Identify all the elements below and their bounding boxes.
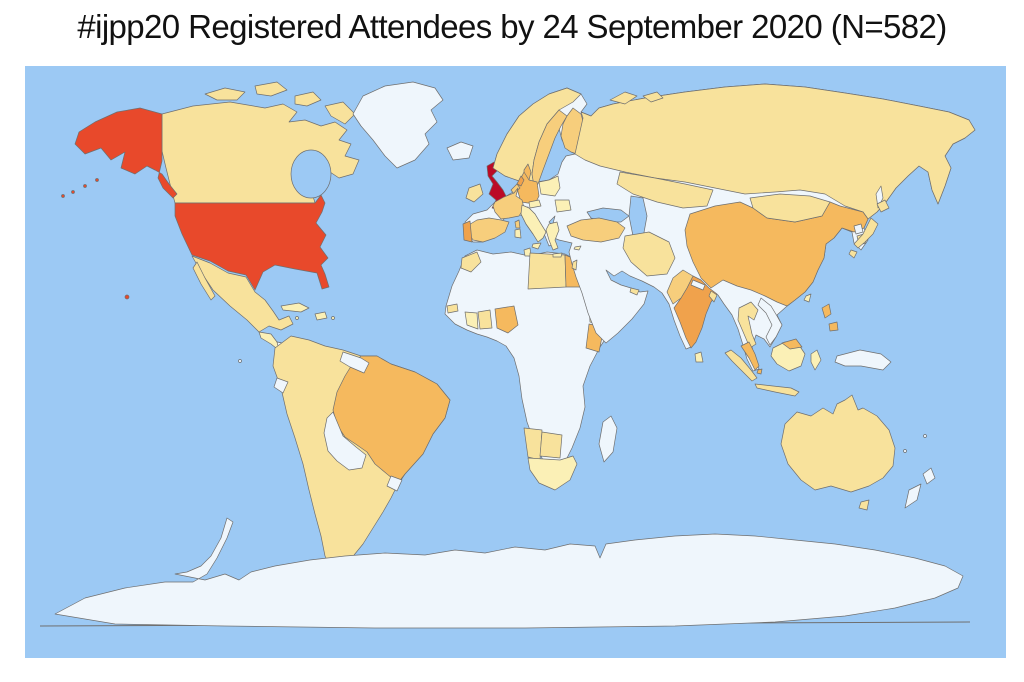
region-new-guinea <box>834 349 892 371</box>
region-pacific-island <box>923 434 927 438</box>
region-bangladesh <box>708 290 718 303</box>
region-turkey <box>566 217 626 243</box>
region-aleutians <box>95 178 99 182</box>
region-netherlands <box>516 175 525 187</box>
region-ghana <box>477 309 493 330</box>
region-italy <box>520 204 547 243</box>
region-japan-honshu <box>853 217 879 249</box>
region-senegal <box>446 303 459 314</box>
region-sri-lanka <box>694 351 704 363</box>
region-sulawesi <box>810 349 822 371</box>
region-uruguay <box>386 475 403 492</box>
region-israel <box>571 259 578 271</box>
region-botswana <box>539 431 563 459</box>
region-cuba <box>280 302 310 313</box>
world-choropleth-map <box>25 66 1006 658</box>
region-morocco <box>460 251 482 273</box>
region-malaysia-peninsula <box>740 341 760 371</box>
region-australia <box>780 394 896 493</box>
region-arctic-islands <box>204 87 246 101</box>
region-usa <box>174 194 330 291</box>
region-new-zealand-south <box>904 483 922 509</box>
region-new-zealand-north <box>922 467 936 485</box>
region-indonesia-sumatra <box>724 349 758 382</box>
region-galapagos <box>238 359 242 363</box>
region-philippines-luzon <box>821 303 832 319</box>
region-aleutians <box>71 190 75 194</box>
region-japan-kyushu <box>848 249 858 259</box>
region-iran <box>622 231 676 277</box>
region-sicily <box>531 242 542 250</box>
region-nigeria <box>494 305 519 334</box>
region-vietnam <box>757 297 783 346</box>
region-corsica <box>514 219 521 229</box>
region-tasmania <box>858 499 870 511</box>
region-svalbard <box>642 91 664 103</box>
region-japan-hokkaido <box>876 199 890 213</box>
region-sardinia <box>514 228 522 239</box>
region-greenland <box>352 81 444 169</box>
region-kazakhstan <box>616 171 714 209</box>
region-singapore <box>756 368 763 375</box>
region-arctic-islands <box>324 101 356 125</box>
region-philippines-mindanao <box>828 321 839 332</box>
region-hispaniola <box>314 311 328 321</box>
region-south-africa <box>527 455 578 491</box>
region-alaska <box>74 107 178 199</box>
region-poland <box>538 175 561 197</box>
region-india <box>673 275 718 349</box>
region-mongolia <box>749 193 831 223</box>
region-hawaii <box>124 294 130 300</box>
region-madagascar <box>598 415 618 463</box>
region-cote-divoire <box>464 311 479 330</box>
region-jamaica <box>295 316 299 320</box>
region-crete <box>552 252 563 258</box>
region-novaya-zemlya <box>609 91 638 105</box>
region-pacific-island <box>903 449 907 453</box>
region-pakistan <box>666 269 694 305</box>
region-ecuador <box>273 377 289 394</box>
region-antarctica <box>54 517 964 629</box>
region-iceland <box>446 141 474 161</box>
region-mexico <box>191 255 294 333</box>
region-romania <box>554 199 572 213</box>
region-north-korea <box>853 223 864 235</box>
region-belgium <box>510 183 521 195</box>
region-sakhalin <box>875 185 884 209</box>
region-puerto-rico <box>331 316 335 320</box>
region-taiwan <box>803 293 812 303</box>
world-map-svg <box>39 81 976 629</box>
region-aleutians <box>83 184 87 188</box>
region-greece <box>545 221 560 251</box>
region-ireland <box>465 183 484 203</box>
hudson-bay <box>290 149 332 199</box>
region-portugal <box>462 220 473 243</box>
region-namibia <box>523 427 543 461</box>
region-bolivia-paraguay <box>323 411 367 471</box>
region-arctic-islands <box>294 91 322 107</box>
region-guyanas <box>339 351 370 374</box>
region-indonesia-java <box>754 383 800 397</box>
region-aleutians <box>61 194 65 198</box>
page-title: #ijpp20 Registered Attendees by 24 Septe… <box>77 8 947 45</box>
region-nepal <box>690 279 706 291</box>
region-libya <box>527 252 567 290</box>
region-baja-california <box>192 261 216 301</box>
region-thailand <box>737 301 759 349</box>
region-cyprus <box>573 245 582 251</box>
region-malaysia-north-borneo <box>781 338 803 350</box>
region-arctic-islands <box>254 81 288 97</box>
region-canada <box>161 101 360 204</box>
region-austria <box>528 199 542 209</box>
region-uae <box>629 287 640 296</box>
